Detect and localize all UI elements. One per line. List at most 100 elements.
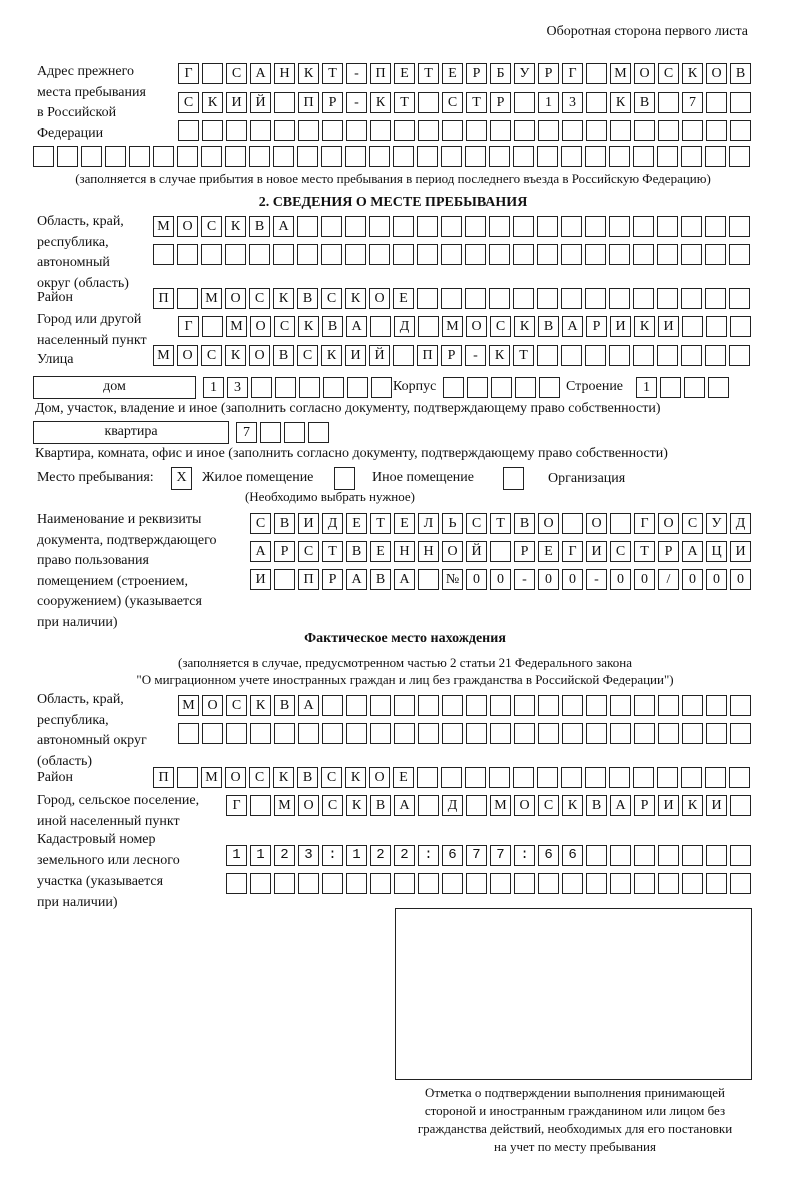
previous-address-row-cell[interactable] [345,146,366,167]
previous-address-row-cell[interactable] [705,146,726,167]
cadastral-row-cell[interactable] [658,845,679,866]
previous-address-row-cell[interactable]: Е [394,63,415,84]
district-row-cell[interactable] [417,288,438,309]
previous-address-row-cell[interactable] [393,146,414,167]
previous-address-row-cell[interactable] [586,63,607,84]
document-row-cell[interactable]: 0 [562,569,583,590]
actual-region-row-cell[interactable] [346,695,367,716]
actual-region-row-cell[interactable] [274,723,295,744]
previous-address-row-cell[interactable] [394,120,415,141]
previous-address-row-cell[interactable] [153,146,174,167]
street-row-cell[interactable]: П [417,345,438,366]
korpus-row-cell[interactable] [491,377,512,398]
previous-address-row-cell[interactable] [417,146,438,167]
cadastral-row-cell[interactable] [466,845,487,866]
previous-address-row-cell[interactable] [658,120,679,141]
cadastral-row-cell[interactable] [682,845,703,866]
previous-address-row-cell[interactable] [609,146,630,167]
document-row-cell[interactable]: О [442,541,463,562]
previous-address-row-cell[interactable] [202,120,223,141]
document-row-cell[interactable]: Д [322,513,343,534]
actual-district-row-cell[interactable]: М [201,767,222,788]
previous-address-row-cell[interactable]: Р [490,92,511,113]
region-row-cell[interactable] [273,244,294,265]
actual-region-row-cell[interactable] [658,695,679,716]
house-number-row-cell[interactable] [371,377,392,398]
actual-district-row-cell[interactable] [465,767,486,788]
actual-region-row-cell[interactable] [658,723,679,744]
cadastral-row-cell[interactable] [250,873,271,894]
district-row-cell[interactable]: К [273,288,294,309]
actual-district-row-cell[interactable]: К [273,767,294,788]
cadastral-row-cell[interactable] [250,845,271,866]
actual-region-row-cell[interactable] [394,695,415,716]
region-row-cell[interactable]: О [177,216,198,237]
street-row-cell[interactable]: - [465,345,486,366]
house-number-row-cell[interactable] [299,377,320,398]
previous-address-row-cell[interactable] [706,120,727,141]
previous-address-row-cell[interactable]: Р [466,63,487,84]
city-row-cell[interactable]: К [634,316,655,337]
korpus-row-cell[interactable] [467,377,488,398]
region-row-cell[interactable] [153,244,174,265]
region-row-cell[interactable] [225,244,246,265]
region-row-cell[interactable] [393,216,414,237]
cadastral-row-cell[interactable] [586,873,607,894]
previous-address-row-cell[interactable]: К [298,63,319,84]
actual-region-row-cell[interactable]: С [226,695,247,716]
document-row-cell[interactable]: И [250,569,271,590]
previous-address-row-cell[interactable]: 3 [562,92,583,113]
previous-address-row-cell[interactable]: У [514,63,535,84]
street-row-cell[interactable] [705,345,726,366]
region-row-cell[interactable] [537,244,558,265]
previous-address-row-cell[interactable]: Е [442,63,463,84]
actual-region-row-cell[interactable] [586,723,607,744]
house-number-row-cell[interactable]: 1 [203,377,224,398]
previous-address-row-cell[interactable]: К [202,92,223,113]
cadastral-row-cell[interactable] [226,845,247,866]
previous-address-row-cell[interactable] [274,92,295,113]
region-row-cell[interactable] [633,244,654,265]
cadastral-row-cell[interactable] [442,845,463,866]
city-row-cell[interactable]: М [442,316,463,337]
previous-address-row-cell[interactable] [274,120,295,141]
street-row-cell[interactable]: Й [369,345,390,366]
actual-district-row-cell[interactable] [585,767,606,788]
street-row-cell[interactable] [393,345,414,366]
document-row-cell[interactable] [418,569,439,590]
previous-address-row-cell[interactable]: Т [418,63,439,84]
region-row-cell[interactable] [489,244,510,265]
actual-region-row-cell[interactable] [586,695,607,716]
building-row-cell[interactable] [660,377,681,398]
actual-region-row-cell[interactable] [298,723,319,744]
house-type-field[interactable]: дом [33,376,196,399]
region-row-cell[interactable] [609,216,630,237]
region-row-cell[interactable] [465,216,486,237]
actual-region-row-cell[interactable]: М [178,695,199,716]
city-row-cell[interactable] [730,316,751,337]
cadastral-row-cell[interactable] [610,873,631,894]
previous-address-row-cell[interactable]: И [226,92,247,113]
actual-region-row-cell[interactable]: К [250,695,271,716]
cadastral-row-cell[interactable] [562,845,583,866]
actual-district-row-cell[interactable] [561,767,582,788]
previous-address-row-cell[interactable] [33,146,54,167]
actual-region-row-cell[interactable] [682,695,703,716]
actual-city-row-cell[interactable] [418,795,439,816]
cadastral-row-cell[interactable] [514,845,535,866]
document-row-cell[interactable]: Т [322,541,343,562]
cadastral-row-cell[interactable] [394,845,415,866]
previous-address-row-cell[interactable] [273,146,294,167]
previous-address-row-cell[interactable]: Б [490,63,511,84]
city-row-cell[interactable]: Г [178,316,199,337]
document-row-cell[interactable]: Ц [706,541,727,562]
document-row-cell[interactable]: Е [370,541,391,562]
region-row-cell[interactable] [441,244,462,265]
previous-address-row-cell[interactable]: С [178,92,199,113]
region-row-cell[interactable] [705,216,726,237]
actual-region-row-cell[interactable] [250,723,271,744]
region-row-cell[interactable] [729,216,750,237]
cadastral-row-cell[interactable] [706,873,727,894]
actual-district-row-cell[interactable]: С [249,767,270,788]
previous-address-row-cell[interactable] [538,120,559,141]
